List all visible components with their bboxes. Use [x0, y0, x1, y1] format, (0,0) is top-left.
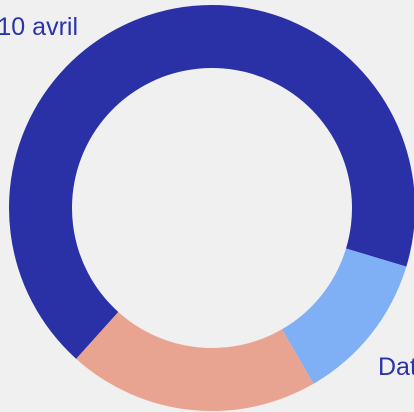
segment-label: 10 avril	[0, 13, 78, 41]
segment-label: Dat	[378, 353, 414, 381]
donut-segment	[9, 5, 414, 359]
donut-segment	[282, 248, 407, 384]
donut-segment	[76, 312, 314, 411]
